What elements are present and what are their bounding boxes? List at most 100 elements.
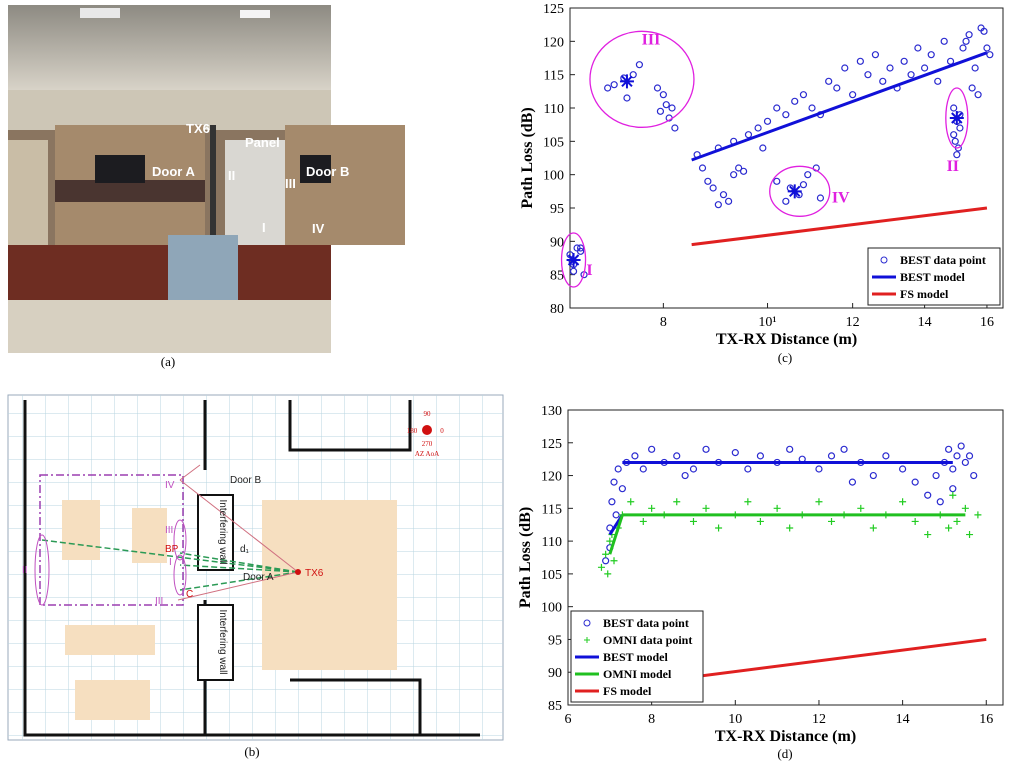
data-point — [755, 125, 761, 131]
data-point — [640, 466, 646, 472]
x-axis-label: TX-RX Distance (m) — [716, 331, 857, 348]
data-point — [817, 195, 823, 201]
data-point — [974, 511, 981, 518]
data-point — [815, 498, 822, 505]
data-point — [935, 78, 941, 84]
data-point — [941, 38, 947, 44]
plan-label: Interfering wall — [217, 609, 228, 674]
data-point — [615, 466, 621, 472]
model-line — [692, 208, 987, 245]
data-point — [829, 453, 835, 459]
x-tick-label: 16 — [979, 712, 993, 727]
x-tick-label: 16 — [980, 315, 994, 330]
data-point — [757, 453, 763, 459]
y-tick-label: 90 — [550, 235, 564, 250]
compass-label: 0 — [440, 427, 444, 435]
data-point — [841, 446, 847, 452]
x-tick-label: 10¹ — [758, 315, 776, 330]
photo-label: Door A — [152, 164, 195, 179]
data-point — [962, 505, 969, 512]
data-point — [960, 45, 966, 51]
x-tick-label: 12 — [846, 315, 860, 330]
photo-label: TX6 — [186, 121, 210, 136]
y-axis-label: Path Loss (dB) — [517, 507, 534, 608]
data-point — [757, 518, 764, 525]
data-point — [951, 105, 957, 111]
plan-label: C — [186, 589, 193, 600]
y-tick-label: 110 — [544, 102, 564, 117]
data-point — [899, 498, 906, 505]
y-tick-label: 120 — [543, 35, 564, 50]
plan-label: IV — [165, 480, 175, 491]
plan-label: TX6 — [305, 568, 324, 579]
data-point — [966, 531, 973, 538]
data-point — [674, 453, 680, 459]
plan-label: Door B — [230, 475, 261, 486]
data-point — [703, 446, 709, 452]
legend-label: BEST model — [603, 650, 668, 664]
data-point — [872, 52, 878, 58]
data-point — [715, 525, 722, 532]
photo-label: I — [262, 220, 266, 235]
x-tick-label: 14 — [896, 712, 910, 727]
y-tick-label: 100 — [541, 601, 562, 616]
legend-label: OMNI data point — [603, 633, 692, 647]
y-tick-label: 120 — [541, 470, 562, 485]
data-point — [865, 72, 871, 78]
cluster-label: II — [947, 158, 959, 175]
data-point — [700, 165, 706, 171]
plan-label: III — [155, 596, 163, 607]
cluster-label: I — [586, 262, 592, 279]
data-point — [946, 446, 952, 452]
data-point — [604, 570, 611, 577]
data-point — [745, 466, 751, 472]
cluster-center — [950, 111, 964, 125]
data-point — [850, 92, 856, 98]
y-tick-label: 80 — [550, 302, 564, 317]
y-tick-label: 90 — [548, 666, 562, 681]
data-point — [632, 453, 638, 459]
data-point — [611, 479, 617, 485]
legend-label: BEST data point — [900, 253, 986, 267]
data-point — [969, 85, 975, 91]
data-point — [963, 38, 969, 44]
data-point — [649, 446, 655, 452]
plan-label: Door A — [243, 572, 274, 583]
y-tick-label: 125 — [541, 437, 562, 452]
data-point — [760, 145, 766, 151]
y-axis-label: Path Loss (dB) — [519, 107, 536, 208]
legend-label: BEST data point — [603, 616, 689, 630]
data-point — [957, 125, 963, 131]
y-tick-label: 115 — [544, 69, 564, 84]
data-point — [611, 82, 617, 88]
data-point — [682, 473, 688, 479]
data-point — [975, 92, 981, 98]
y-tick-label: 95 — [548, 633, 562, 648]
data-point — [951, 132, 957, 138]
data-point — [765, 118, 771, 124]
data-point — [857, 58, 863, 64]
data-point — [901, 58, 907, 64]
data-point — [915, 45, 921, 51]
figure: TX6 Panel Door A Door B I II III IV (a) … — [0, 0, 1026, 766]
data-point — [609, 499, 615, 505]
legend-label: OMNI model — [603, 667, 672, 681]
data-point — [774, 105, 780, 111]
data-point — [598, 564, 605, 571]
cluster-label: III — [642, 31, 661, 48]
data-point — [842, 65, 848, 71]
data-point — [949, 492, 956, 499]
data-point — [657, 108, 663, 114]
data-point — [922, 65, 928, 71]
data-point — [908, 72, 914, 78]
data-point — [912, 518, 919, 525]
cluster-center — [567, 253, 581, 267]
data-point — [774, 178, 780, 184]
photo-label: III — [285, 176, 296, 191]
data-point — [828, 518, 835, 525]
data-point — [954, 152, 960, 158]
data-point — [636, 62, 642, 68]
data-point — [967, 453, 973, 459]
data-point — [984, 45, 990, 51]
data-point — [611, 557, 618, 564]
